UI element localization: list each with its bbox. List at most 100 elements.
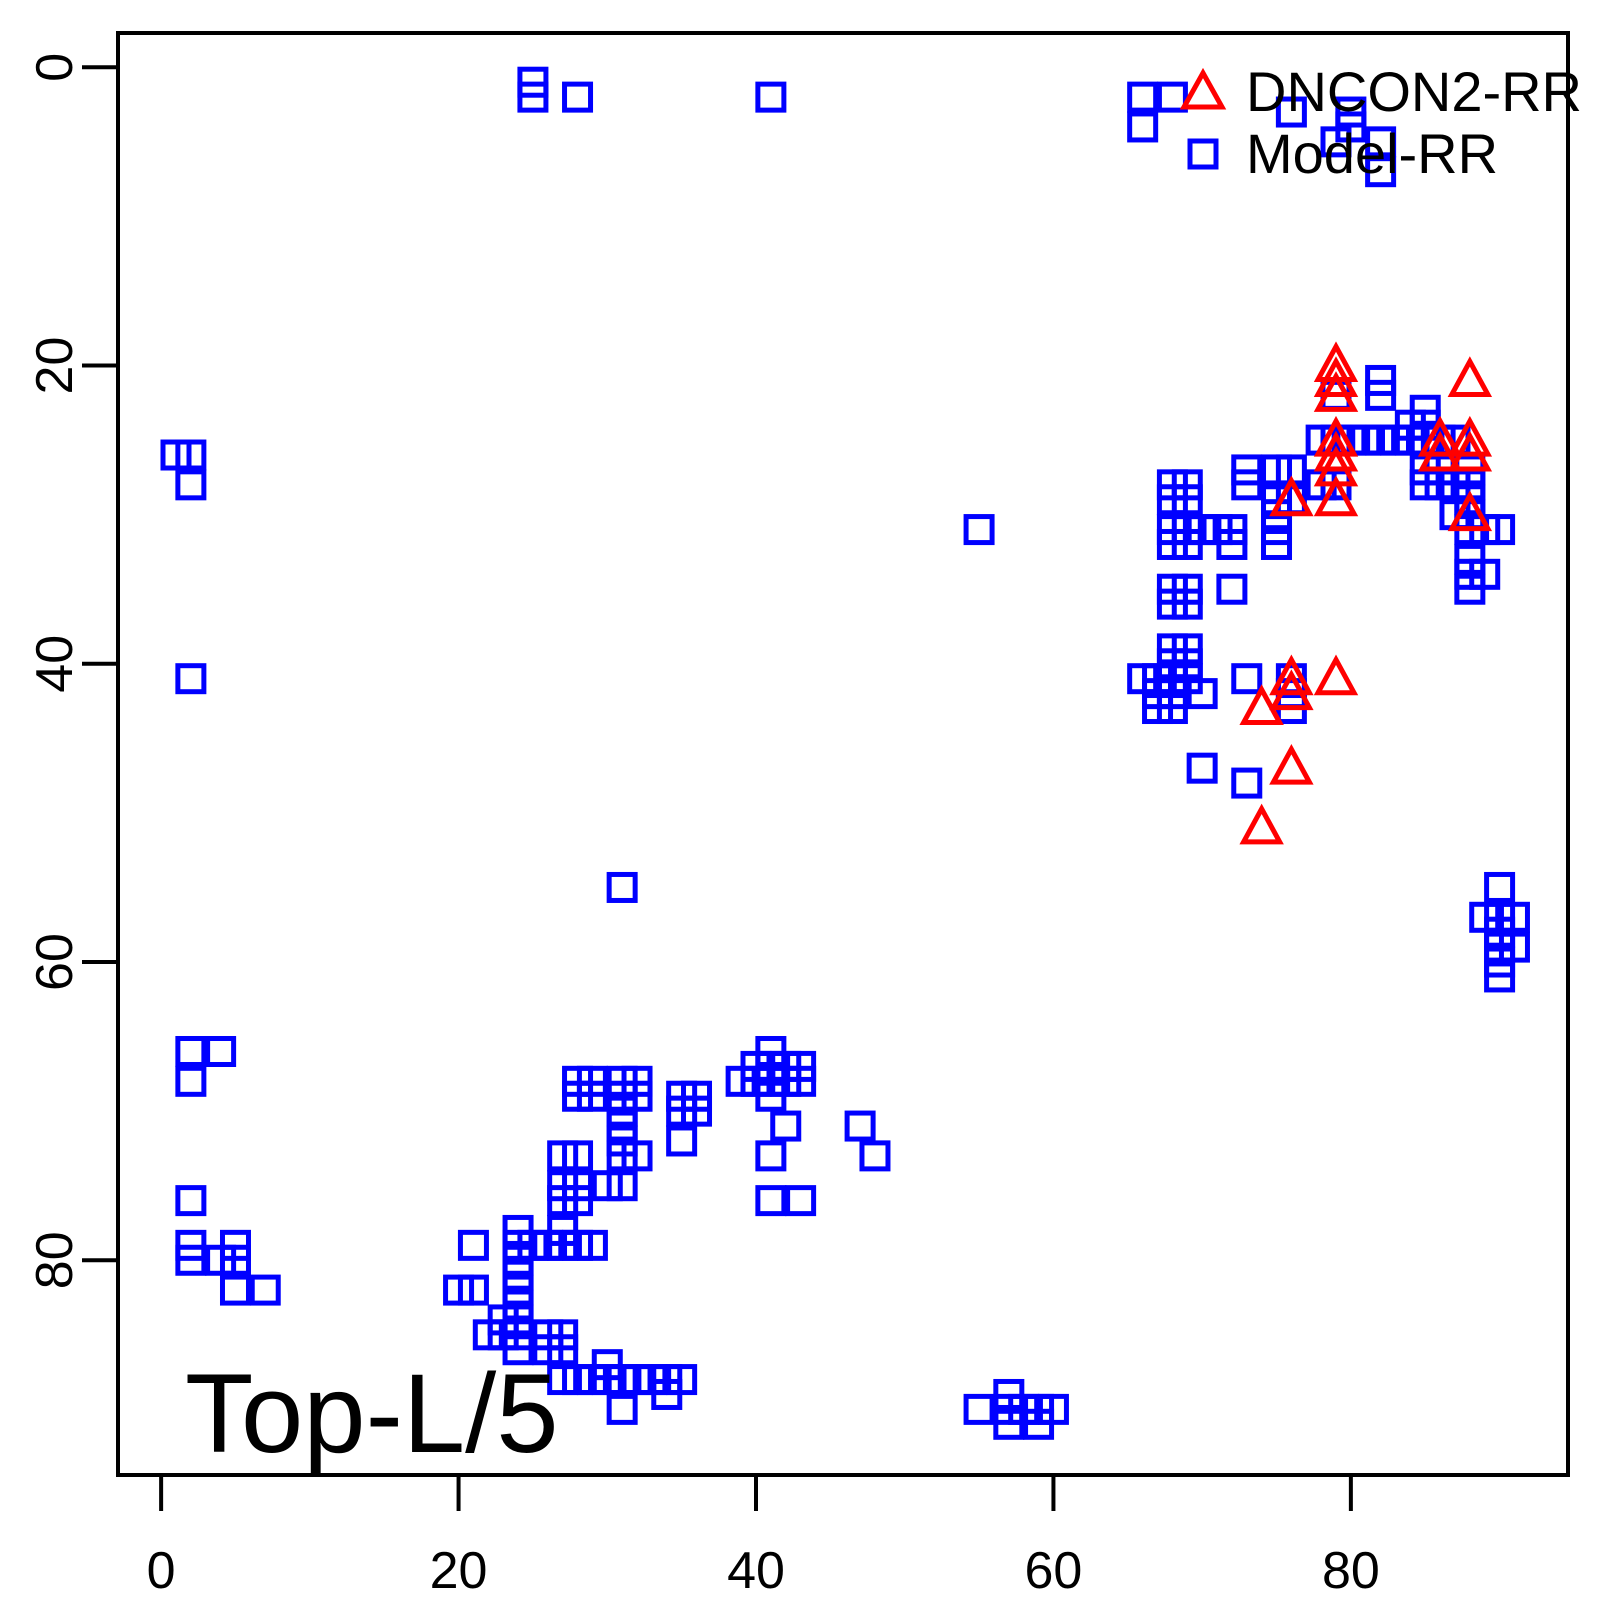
scatter-point-square	[175, 663, 207, 695]
y-tick-label: 80	[26, 1231, 84, 1289]
x-tick-label: 60	[1025, 1542, 1083, 1600]
scatter-point-triangle	[1239, 684, 1284, 726]
scatter-point-square	[175, 1035, 207, 1067]
scatter-point-square	[755, 1080, 787, 1112]
scatter-point-square	[1365, 126, 1397, 158]
scatter-point-square	[1231, 767, 1263, 799]
scatter-point-square	[175, 1065, 207, 1097]
scatter-point-square	[859, 1140, 891, 1172]
scatter-point-square	[249, 1274, 281, 1306]
plot-label: Top-L/5	[185, 1351, 559, 1476]
scatter-point-square	[606, 1170, 638, 1202]
scatter-point-triangle	[1239, 803, 1284, 845]
scatter-point-square	[205, 1035, 237, 1067]
x-tick-label: 40	[727, 1542, 785, 1600]
scatter-point-square	[755, 1185, 787, 1217]
scatter-point-square	[1171, 528, 1203, 560]
scatter-point-triangle	[1269, 475, 1314, 517]
scatter-point-triangle	[1313, 475, 1359, 517]
scatter-point-square	[755, 1140, 787, 1172]
scatter-point-triangle	[1447, 430, 1493, 472]
scatter-point-square	[1231, 663, 1263, 695]
scatter-point-square	[681, 1095, 713, 1127]
scatter-point-square	[1216, 528, 1248, 560]
x-tick-label: 80	[1322, 1542, 1380, 1600]
series-model-rr	[160, 66, 1530, 1440]
scatter-point-triangle	[1447, 415, 1493, 457]
scatter-point-triangle	[1447, 356, 1493, 397]
scatter-point-square	[844, 1110, 876, 1142]
scatter-point-square	[1186, 678, 1218, 710]
scatter-point-square	[770, 1110, 802, 1142]
scatter-point-square	[562, 1140, 594, 1172]
x-tick-label: 0	[147, 1542, 176, 1600]
scatter-point-triangle	[1313, 654, 1359, 696]
scatter-point-square	[785, 1065, 817, 1097]
scatter-point-square	[606, 1393, 638, 1425]
scatter-point-square	[1484, 871, 1516, 903]
scatter-point-square	[621, 1140, 653, 1172]
x-tick-label: 20	[430, 1542, 488, 1600]
scatter-point-square	[1127, 81, 1159, 113]
scatter-point-square	[219, 1274, 251, 1306]
scatter-point-triangle	[1269, 654, 1314, 696]
scatter-point-square	[1454, 573, 1486, 605]
scatter-point-square	[1171, 588, 1203, 620]
scatter-point-square	[666, 1364, 698, 1396]
scatter-point-square	[487, 1319, 519, 1351]
legend-entry-dncon2: DNCON2-RR	[1246, 60, 1582, 123]
scatter-point-square	[1156, 81, 1188, 113]
scatter-point-square	[1186, 752, 1218, 784]
scatter-point-square	[457, 1274, 489, 1306]
scatter-point-square	[1365, 156, 1397, 188]
y-axis: 0 20 40 60 80	[26, 53, 118, 1289]
scatter-point-square	[517, 81, 549, 113]
scatter-point-square	[562, 1185, 594, 1217]
scatter-point-square	[219, 1244, 251, 1276]
scatter-point-square	[963, 514, 995, 546]
scatter-point-square	[993, 1408, 1025, 1440]
scatter-point-square	[606, 871, 638, 903]
scatter-point-square	[1365, 379, 1397, 411]
scatter-point-square	[175, 469, 207, 501]
scatter-point-triangle	[1447, 490, 1493, 532]
scatter-point-square	[175, 1185, 207, 1217]
plot-frame	[116, 31, 1570, 1477]
scatter-point-square	[755, 81, 787, 113]
scatter-point-triangle	[1269, 743, 1314, 785]
scatter-point-square	[175, 439, 207, 471]
legend: DNCON2-RR Model-RR	[1179, 60, 1582, 185]
y-tick-label: 60	[26, 933, 84, 991]
y-tick-label: 40	[26, 635, 84, 693]
scatter-point-square	[576, 1080, 608, 1112]
scatter-point-square	[1023, 1408, 1055, 1440]
scatter-point-square	[666, 1125, 698, 1157]
scatter-point-square	[1484, 961, 1516, 993]
scatter-point-square	[1156, 693, 1188, 725]
scatter-point-square	[1275, 96, 1307, 128]
scatter-point-square	[1261, 528, 1293, 560]
series-dncon2-rr	[1239, 341, 1493, 845]
scatter-point-square	[1231, 469, 1263, 501]
scatter-point-square	[547, 1334, 579, 1366]
scatter-point-square	[1127, 111, 1159, 143]
scatter-point-triangle	[1313, 371, 1359, 412]
scatter-point-square	[576, 1229, 608, 1261]
y-tick-label: 20	[26, 337, 84, 395]
scatter-point-triangle	[1313, 430, 1359, 472]
scatter-point-square	[963, 1393, 995, 1425]
scatter-point-square	[457, 1229, 489, 1261]
legend-entry-model: Model-RR	[1246, 122, 1498, 185]
scatter-point-triangle	[1313, 356, 1359, 397]
scatter-point-triangle	[1417, 430, 1463, 472]
scatter-point-square	[1216, 573, 1248, 605]
scatter-point-triangle	[1269, 669, 1314, 711]
scatter-point-square	[175, 1244, 207, 1276]
scatter-point-square	[1171, 484, 1203, 516]
scatter-point-square	[1320, 126, 1352, 158]
scatter-point-square	[785, 1185, 817, 1217]
y-tick-label: 0	[26, 53, 84, 82]
scatter-point-triangle	[1417, 415, 1463, 457]
